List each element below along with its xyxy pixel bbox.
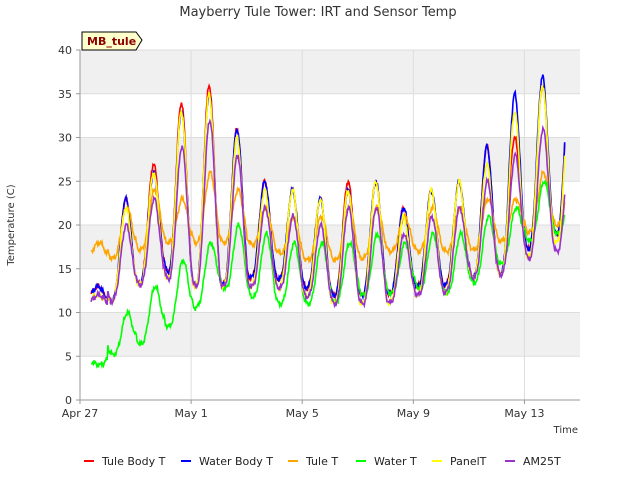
- y-tick-label: 15: [58, 263, 72, 276]
- y-tick-label: 10: [58, 307, 72, 320]
- y-tick-label: 5: [65, 350, 72, 363]
- y-tick-label: 0: [65, 394, 72, 407]
- y-tick-label: 35: [58, 88, 72, 101]
- legend-item: Tule Body T: [84, 455, 166, 468]
- site-badge-box: [81, 31, 143, 51]
- site-badge: MB_tule: [81, 31, 143, 51]
- y-axis-label: Temperature (C): [6, 184, 17, 266]
- x-tick-label: May 1: [174, 407, 207, 420]
- series-group: [90, 74, 566, 370]
- grid-band: [80, 312, 580, 357]
- legend-label: AM25T: [523, 455, 561, 468]
- series-line-tule-t: [90, 169, 566, 265]
- legend-item: PanelT: [432, 455, 487, 468]
- grid-band: [80, 50, 580, 94]
- x-tick-label: May 5: [286, 407, 319, 420]
- legend-item: Water T: [356, 455, 417, 468]
- legend-label: PanelT: [450, 455, 487, 468]
- legend-item: Water Body T: [181, 455, 273, 468]
- chart-title: Mayberry Tule Tower: IRT and Sensor Temp: [179, 5, 456, 20]
- plot-bands: [80, 50, 580, 357]
- x-tick-label: May 9: [397, 407, 430, 420]
- x-tick-label: Apr 27: [62, 407, 99, 420]
- grid-band: [80, 137, 580, 182]
- legend-label: Water T: [374, 455, 417, 468]
- y-tick-label: 20: [58, 219, 72, 232]
- legend-label: Tule T: [305, 455, 338, 468]
- x-ticks: Apr 27 May 1 May 5 May 9 May 13: [62, 400, 545, 420]
- legend-item: Tule T: [288, 455, 338, 468]
- legend: Tule Body T Water Body T Tule T Water T Pane…: [84, 455, 561, 468]
- legend-label: Water Body T: [199, 455, 273, 468]
- x-axis-label: Time: [553, 425, 578, 436]
- y-tick-label: 40: [58, 44, 72, 57]
- legend-item: AM25T: [505, 455, 561, 468]
- y-ticks: 0 5 10 15 20 25 30 35 40: [58, 44, 80, 407]
- y-tick-label: 25: [58, 175, 72, 188]
- legend-label: Tule Body T: [101, 455, 166, 468]
- y-tick-label: 30: [58, 132, 72, 145]
- site-badge-label: MB_tule: [87, 35, 136, 48]
- series-line-am25t: [90, 118, 566, 309]
- x-tick-label: May 13: [504, 407, 544, 420]
